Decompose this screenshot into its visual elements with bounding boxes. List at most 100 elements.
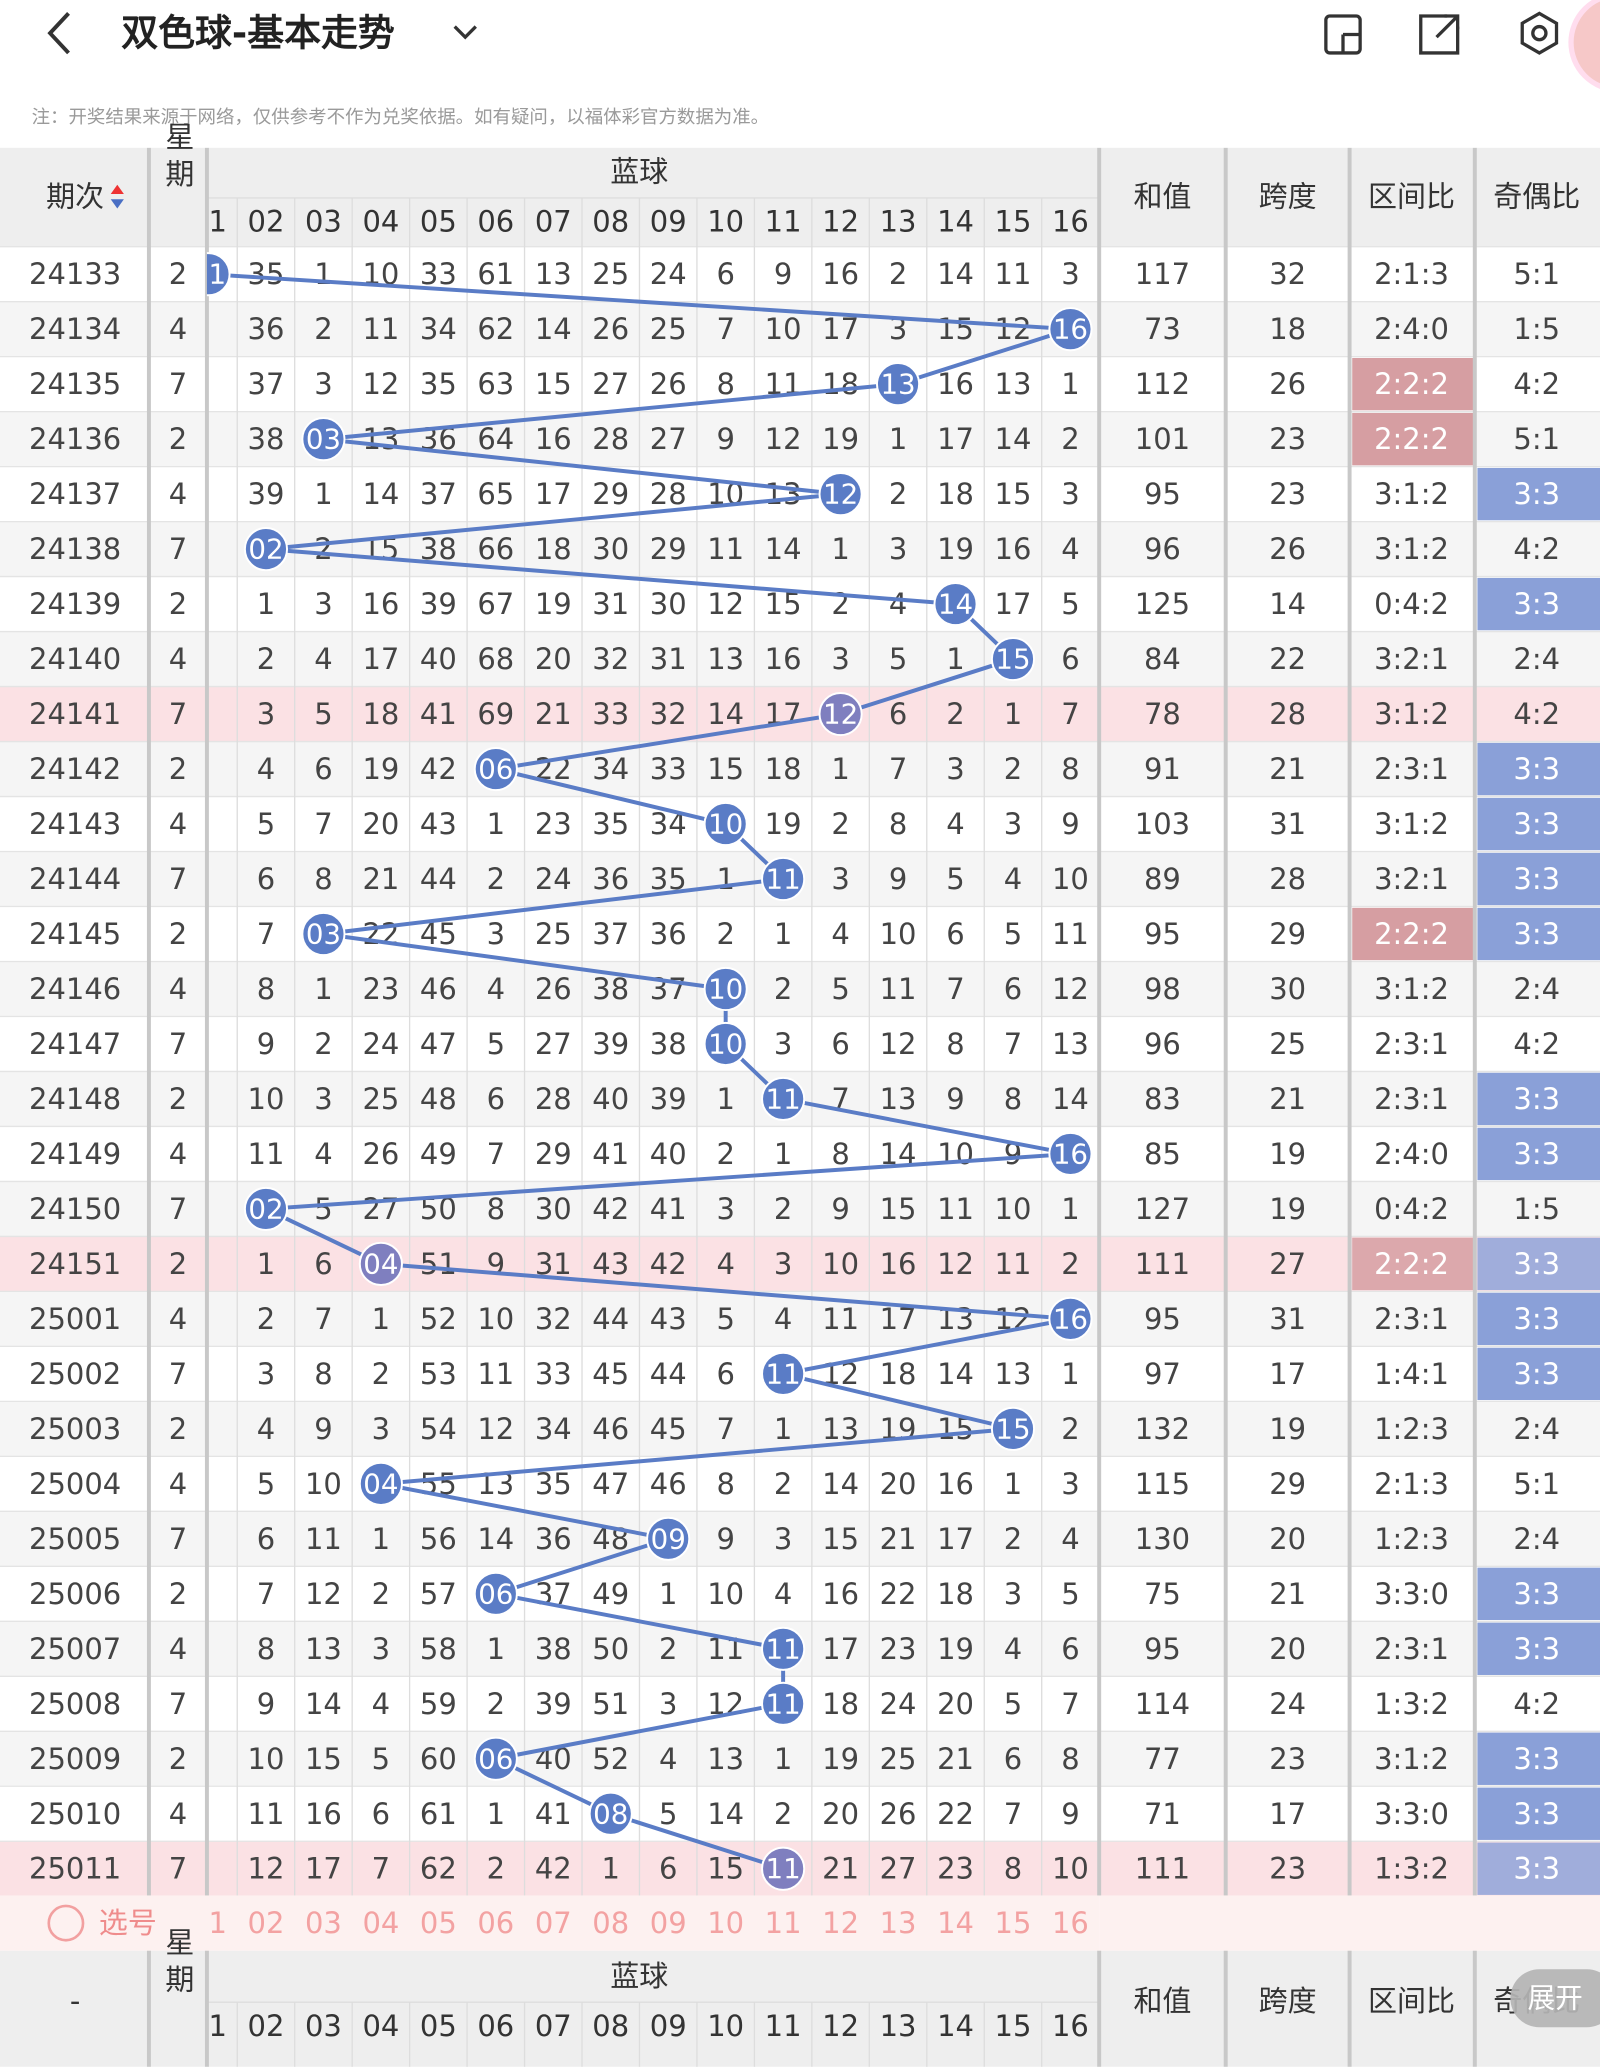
omission: 4 — [831, 917, 849, 951]
omission: 10 — [707, 1577, 744, 1611]
select-number[interactable]: 03 — [305, 1906, 342, 1940]
omission: 24 — [362, 1027, 399, 1061]
omission: 7 — [1004, 1797, 1022, 1831]
omission: 15 — [305, 1742, 342, 1776]
blue-column-label: 14 — [937, 205, 974, 239]
zone-ratio: 0:4:2 — [1374, 1192, 1449, 1226]
weekday: 4 — [169, 1302, 187, 1336]
period: 24147 — [29, 1027, 121, 1061]
row-bg — [0, 1566, 1600, 1622]
omission: 6 — [372, 1797, 390, 1831]
odd-even-highlight — [1477, 467, 1600, 521]
odd-even-ratio: 3:3 — [1513, 1357, 1560, 1391]
odd-even-highlight — [1477, 1622, 1600, 1675]
select-number[interactable]: 02 — [248, 1906, 285, 1940]
select-number[interactable]: 16 — [1052, 1906, 1089, 1940]
period: 25011 — [29, 1852, 121, 1886]
zone-ratio: 2:3:1 — [1374, 1302, 1449, 1336]
omission: 39 — [592, 1027, 629, 1061]
omission: 19 — [937, 1632, 974, 1666]
period: 25009 — [29, 1742, 121, 1776]
blue-ball — [703, 801, 748, 847]
omission: 3 — [831, 862, 849, 896]
omission: 18 — [535, 532, 572, 566]
select-number[interactable]: 10 — [707, 1906, 744, 1940]
blue-ball-number: 10 — [708, 972, 743, 1005]
span: 23 — [1269, 1742, 1306, 1776]
select-number[interactable]: 12 — [822, 1906, 859, 1940]
expand-button[interactable] — [1510, 1969, 1600, 2028]
span: 17 — [1269, 1797, 1306, 1831]
omission: 61 — [477, 257, 514, 291]
omission: 2 — [314, 1027, 332, 1061]
omission: 38 — [535, 1632, 572, 1666]
omission: 2 — [487, 1687, 505, 1721]
sort-down — [110, 199, 124, 209]
omission: 19 — [535, 587, 572, 621]
select-number[interactable]: 05 — [420, 1906, 457, 1940]
select-label[interactable]: 选号 — [99, 1906, 157, 1940]
omission: 5 — [487, 1027, 505, 1061]
omission: 7 — [716, 1412, 734, 1446]
omission: 21 — [822, 1852, 859, 1886]
layout-icon[interactable] — [1324, 14, 1362, 55]
sum: 84 — [1144, 642, 1181, 676]
blue-ball-number: 12 — [823, 478, 858, 511]
odd-even-ratio: 3:3 — [1513, 1137, 1560, 1171]
settings-icon[interactable] — [1520, 11, 1559, 55]
select-number[interactable]: 07 — [535, 1906, 572, 1940]
omission: 2 — [487, 1852, 505, 1886]
trend-table: 期次星期蓝球和值跨度区间比奇偶比011234567891011121314151… — [0, 121, 1600, 2067]
avatar[interactable] — [1568, 0, 1600, 90]
omission: 34 — [592, 752, 629, 786]
sum: 73 — [1144, 312, 1181, 346]
back-button[interactable] — [47, 12, 70, 55]
span: 27 — [1269, 1247, 1306, 1281]
select-number[interactable]: 11 — [765, 1906, 802, 1940]
omission: 63 — [477, 367, 514, 401]
omission: 14 — [362, 477, 399, 511]
title-dropdown[interactable] — [453, 25, 477, 40]
period-header[interactable]: 期次 — [46, 180, 104, 214]
odd-even-ratio: 4:2 — [1513, 367, 1560, 401]
select-number[interactable]: 15 — [995, 1906, 1032, 1940]
omission: 1 — [372, 1522, 390, 1556]
period: 25007 — [29, 1632, 121, 1666]
omission: 7 — [946, 972, 964, 1006]
omission: 22 — [880, 1577, 917, 1611]
omission: 7 — [889, 752, 907, 786]
expand-label[interactable]: 展开 — [1528, 1982, 1583, 2015]
select-number[interactable]: 13 — [880, 1906, 917, 1940]
omission: 13 — [305, 1632, 342, 1666]
select-radio[interactable] — [47, 1904, 85, 1942]
blue-column-label: 09 — [650, 2009, 687, 2043]
blue-ball — [990, 636, 1036, 682]
omission: 17 — [995, 587, 1032, 621]
omission: 4 — [716, 1247, 734, 1281]
weekday: 2 — [169, 1247, 187, 1281]
row-bg — [0, 411, 1600, 467]
select-number[interactable]: 08 — [592, 1906, 629, 1940]
odd-even-ratio: 4:2 — [1513, 532, 1560, 566]
col01-clip: 01 — [206, 252, 231, 297]
span: 29 — [1269, 917, 1306, 951]
omission: 6 — [257, 862, 275, 896]
omission: 18 — [822, 367, 859, 401]
select-number[interactable]: 01 — [190, 1906, 227, 1940]
select-number[interactable]: 09 — [650, 1906, 687, 1940]
zone-ratio: 2:4:0 — [1374, 312, 1449, 346]
omission: 3 — [889, 532, 907, 566]
omission: 26 — [880, 1797, 917, 1831]
select-number[interactable]: 04 — [362, 1906, 399, 1940]
select-number[interactable]: 14 — [937, 1906, 974, 1940]
sum: 103 — [1135, 807, 1190, 841]
omission: 20 — [535, 642, 572, 676]
select-number[interactable]: 06 — [477, 1906, 514, 1940]
share-icon[interactable] — [1419, 14, 1460, 55]
omission: 38 — [650, 1027, 687, 1061]
omission: 50 — [592, 1632, 629, 1666]
omission: 2 — [372, 1577, 390, 1611]
table-header — [0, 147, 1600, 247]
omission: 21 — [535, 697, 572, 731]
zone-ratio: 2:3:1 — [1374, 1027, 1449, 1061]
